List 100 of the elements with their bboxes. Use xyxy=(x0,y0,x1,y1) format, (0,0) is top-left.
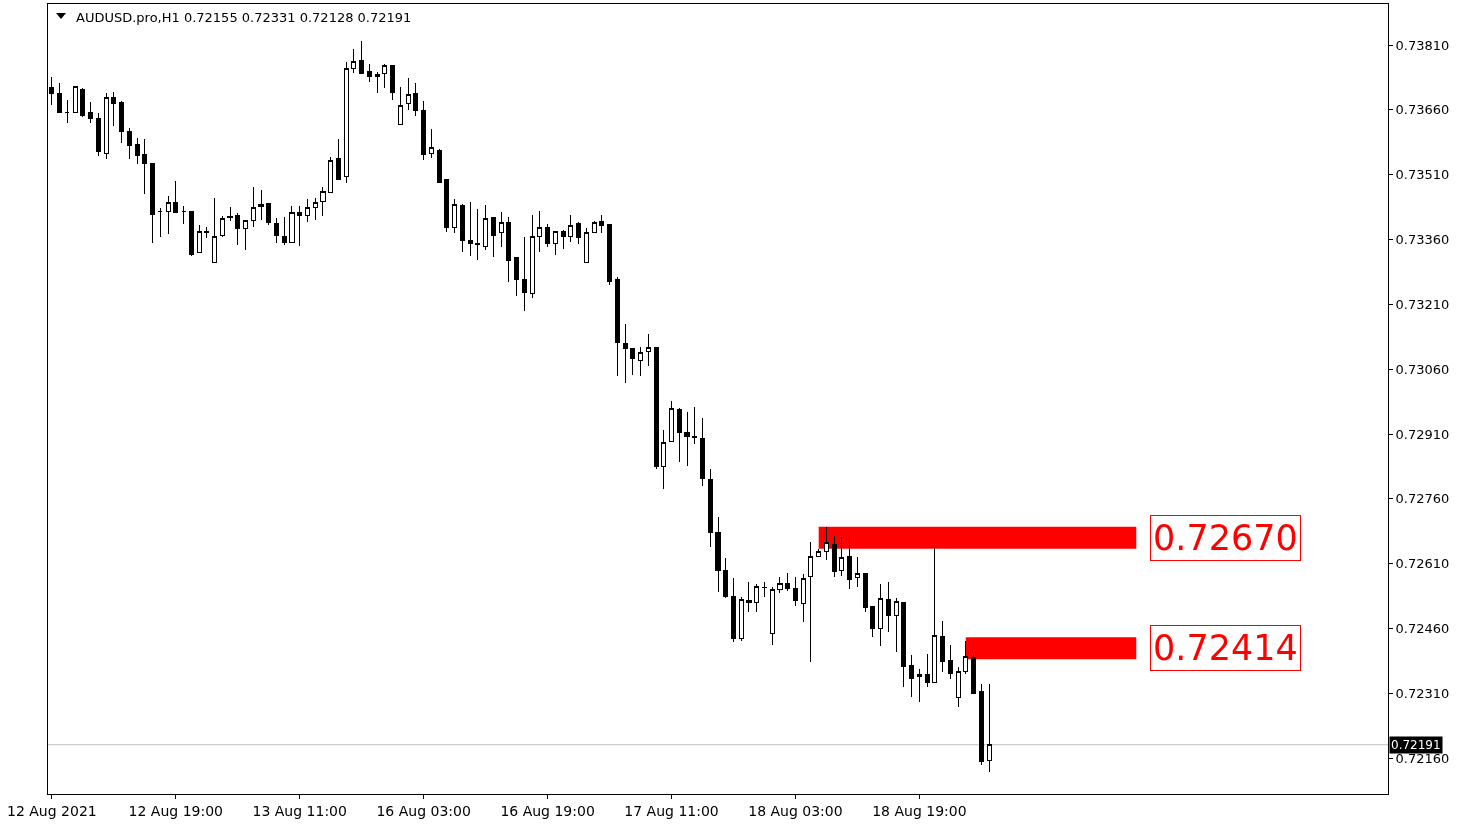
x-tick-label: 18 Aug 03:00 xyxy=(748,802,843,819)
candlestick xyxy=(521,236,527,312)
candlestick xyxy=(676,407,682,463)
candlestick xyxy=(165,195,171,235)
candlestick xyxy=(119,100,125,144)
y-tick-label: 0.72310 xyxy=(1395,685,1450,701)
candlestick xyxy=(150,162,156,244)
candlestick xyxy=(320,186,326,217)
candlestick xyxy=(397,86,403,125)
candlestick xyxy=(777,576,783,594)
candlestick xyxy=(428,128,434,159)
candlestick xyxy=(498,211,504,248)
candlestick xyxy=(568,214,574,243)
x-tick-label: 17 Aug 11:00 xyxy=(624,802,719,819)
candlestick xyxy=(885,581,891,633)
candlestick xyxy=(653,347,659,470)
candlestick xyxy=(940,620,946,673)
candlestick xyxy=(258,189,264,221)
candlestick xyxy=(916,668,922,703)
candlestick xyxy=(475,208,481,261)
candlestick xyxy=(266,203,272,226)
candlestick xyxy=(242,219,249,251)
candlestick xyxy=(304,198,311,223)
candlestick xyxy=(668,400,675,442)
candlestick xyxy=(343,61,349,184)
candlestick xyxy=(467,201,473,257)
candlestick xyxy=(661,429,667,490)
candlestick xyxy=(483,204,489,251)
candlestick xyxy=(893,597,899,653)
candlestick xyxy=(459,203,465,253)
candlestick xyxy=(854,556,860,588)
candlestick xyxy=(405,77,411,111)
candlestick xyxy=(715,516,721,593)
candlestick xyxy=(847,535,853,590)
candlestick xyxy=(72,86,78,114)
candlestick xyxy=(382,63,388,89)
candlestick xyxy=(506,216,512,283)
candlestick xyxy=(692,406,698,445)
candlestick xyxy=(436,148,442,184)
candlestick xyxy=(444,179,450,233)
candlestick xyxy=(971,654,977,695)
candlestick xyxy=(870,605,876,638)
candlestick xyxy=(552,231,558,256)
candlestick xyxy=(761,581,768,598)
candlestick xyxy=(134,137,140,165)
candlestick xyxy=(103,92,109,160)
candlestick xyxy=(514,257,520,297)
y-tick-label: 0.73360 xyxy=(1395,232,1450,248)
candlestick xyxy=(126,127,132,160)
candlestick xyxy=(638,346,644,377)
candlestick xyxy=(204,226,210,239)
candlestick xyxy=(328,156,334,194)
candlestick xyxy=(351,48,357,74)
candlestick xyxy=(862,572,868,613)
x-tick-label: 13 Aug 11:00 xyxy=(252,802,347,819)
candlestick xyxy=(142,138,148,195)
candlestick xyxy=(297,205,303,247)
y-tick-label: 0.72160 xyxy=(1395,750,1450,766)
candlestick xyxy=(738,596,744,642)
candlestick xyxy=(281,216,287,246)
candlestick xyxy=(808,541,814,663)
candlestick xyxy=(413,82,419,117)
candlestick xyxy=(963,640,969,675)
candlestick xyxy=(64,99,70,124)
y-tick-label: 0.72610 xyxy=(1395,556,1450,572)
candlestick xyxy=(878,583,884,647)
x-tick-label: 12 Aug 2021 xyxy=(7,802,97,819)
candlestick xyxy=(95,112,101,157)
candlestick xyxy=(986,683,992,773)
y-tick-label: 0.73810 xyxy=(1395,37,1450,53)
candlestick xyxy=(80,87,86,118)
ref-line-label: 0.72191 xyxy=(1391,738,1441,752)
text: AUDUSD.pro,H1 0.72155 0.72331 0.72128 0.72191 xyxy=(76,9,412,25)
candlestick xyxy=(235,212,241,246)
y-tick-label: 0.73210 xyxy=(1395,296,1450,312)
candlestick xyxy=(335,138,341,180)
candlestick xyxy=(932,546,938,683)
candlestick xyxy=(831,535,837,578)
x-tick-label: 18 Aug 19:00 xyxy=(872,802,967,819)
candlestick xyxy=(490,216,496,258)
candlestick xyxy=(421,100,427,161)
candlestick xyxy=(545,223,551,248)
y-tick-label: 0.72910 xyxy=(1395,426,1450,442)
candlestick xyxy=(730,577,737,643)
y-tick-label: 0.73060 xyxy=(1395,361,1450,377)
candlestick xyxy=(219,215,225,238)
candlestick xyxy=(978,683,984,766)
candlestick xyxy=(723,557,729,599)
candlestick xyxy=(312,197,318,221)
candlestick xyxy=(529,214,535,299)
candlestick xyxy=(374,71,380,94)
candlestick xyxy=(947,644,953,680)
candlestick xyxy=(924,653,930,688)
candlestick xyxy=(645,333,651,367)
candlestick xyxy=(816,548,822,558)
data-label: 0.72414 xyxy=(1153,628,1298,668)
candlestick xyxy=(181,205,187,225)
candlestick xyxy=(227,206,233,222)
candlestick xyxy=(537,210,543,253)
x-tick-label: 16 Aug 03:00 xyxy=(376,802,471,819)
